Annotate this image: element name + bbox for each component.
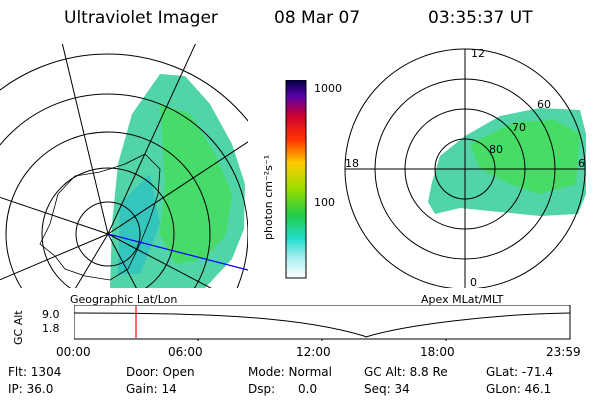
colorbar-label: photon cm⁻²s⁻¹ bbox=[262, 154, 275, 240]
mlt-label-18: 18 bbox=[345, 157, 359, 170]
altitude-ytick-9: 9.0 bbox=[42, 308, 60, 321]
mlat-label-60: 60 bbox=[537, 98, 551, 111]
colorbar-tick-1000: 1000 bbox=[314, 82, 342, 95]
dsp-value: 0.0 bbox=[298, 382, 318, 396]
geographic-map bbox=[0, 44, 248, 288]
geo-panel-caption: Geographic Lat/Lon bbox=[70, 293, 178, 306]
flight-number: Flt: 1304 bbox=[8, 365, 62, 379]
colorbar bbox=[285, 80, 307, 279]
geographic-latitude: GLat: -71.4 bbox=[486, 365, 553, 379]
altitude-xtick-0600: 06:00 bbox=[168, 345, 203, 359]
mlt-label-0: 0 bbox=[470, 276, 477, 289]
ip-value: IP: 36.0 bbox=[8, 382, 54, 396]
geographic-longitude: GLon: 46.1 bbox=[486, 382, 552, 396]
colorbar-tick-100: 100 bbox=[314, 196, 335, 209]
gain-value: Gain: 14 bbox=[126, 382, 177, 396]
altitude-curve bbox=[74, 312, 571, 338]
polar-panel-caption: Apex MLat/MLT bbox=[421, 293, 504, 306]
altitude-xtick-1200: 12:00 bbox=[296, 345, 331, 359]
mlat-label-80: 80 bbox=[489, 143, 503, 156]
polar-plot bbox=[344, 48, 586, 288]
door-status: Door: Open bbox=[126, 365, 195, 379]
time-label: 03:35:37 UT bbox=[428, 8, 533, 28]
gc-altitude: GC Alt: 8.8 Re bbox=[364, 365, 448, 379]
sun-direction-line bbox=[107, 233, 248, 271]
mlt-label-6: 6 bbox=[578, 157, 585, 170]
sequence-number: Seq: 34 bbox=[364, 382, 410, 396]
instrument-title: Ultraviolet Imager bbox=[64, 8, 218, 28]
altitude-plot bbox=[74, 305, 571, 341]
altitude-xtick-1800: 18:00 bbox=[420, 345, 455, 359]
altitude-xtick-0000: 00:00 bbox=[56, 345, 91, 359]
date-label: 08 Mar 07 bbox=[274, 8, 361, 28]
aurora-core-geo bbox=[160, 104, 232, 264]
altitude-ylabel: GC Alt bbox=[12, 310, 25, 345]
altitude-ytick-1.8: 1.8 bbox=[42, 322, 60, 335]
altitude-xtick-2359: 23:59 bbox=[546, 345, 581, 359]
mode-value: Mode: Normal bbox=[248, 365, 332, 379]
coastline bbox=[39, 153, 161, 281]
mlt-label-12: 12 bbox=[471, 47, 485, 60]
dsp-label: Dsp: bbox=[248, 382, 276, 396]
mlat-label-70: 70 bbox=[512, 121, 526, 134]
